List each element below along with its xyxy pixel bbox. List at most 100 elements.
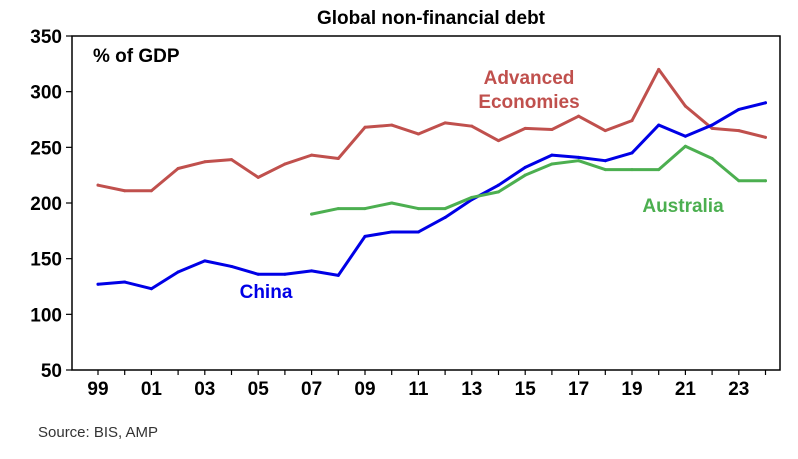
y-tick-label: 200 [30, 194, 62, 215]
data-point [764, 135, 767, 139]
data-point [336, 156, 340, 160]
plot-area [71, 35, 781, 371]
series-label: Economies [478, 92, 579, 113]
data-point [603, 129, 607, 133]
data-point [96, 282, 100, 286]
data-point [416, 207, 420, 211]
data-point [416, 230, 420, 234]
data-point [336, 207, 340, 211]
data-point [283, 162, 287, 166]
data-point [176, 270, 180, 274]
data-point [764, 101, 767, 105]
data-point [310, 153, 314, 157]
data-point [470, 195, 474, 199]
data-point [550, 153, 554, 157]
data-point [390, 123, 394, 127]
data-point [603, 159, 607, 163]
data-point [603, 168, 607, 172]
data-point [657, 123, 661, 127]
data-point [577, 159, 581, 163]
series-line-china [96, 101, 767, 291]
data-point [657, 168, 661, 172]
data-point [363, 207, 367, 211]
series-label: China [240, 282, 293, 303]
data-point [683, 144, 687, 148]
x-tick-label: 05 [248, 379, 270, 400]
x-tick-label: 23 [728, 379, 749, 400]
data-point [523, 126, 527, 130]
x-tick-label: 11 [408, 379, 429, 400]
data-point [523, 165, 527, 169]
x-tick-label: 03 [194, 379, 215, 400]
y-tick-label: 100 [30, 305, 62, 326]
data-point [737, 107, 741, 111]
data-point [710, 156, 714, 160]
x-tick-label: 01 [141, 379, 163, 400]
data-point [657, 67, 661, 71]
data-point [443, 207, 447, 211]
series-label: Advanced [484, 68, 575, 89]
x-tick-label: 09 [354, 379, 375, 400]
series-label: Australia [642, 196, 724, 217]
y-tick-label: 250 [30, 138, 62, 159]
series-labels: Advanced Economies China Australia [240, 68, 724, 303]
source-note: Source: BIS, AMP [38, 424, 159, 441]
x-tick-label: 19 [621, 379, 642, 400]
data-point [737, 129, 741, 133]
data-point [710, 123, 714, 127]
data-point [523, 173, 527, 177]
y-tick-label: 150 [30, 250, 62, 271]
x-ticks: 99 01 03 05 07 09 11 13 15 17 19 21 23 [87, 370, 767, 400]
data-point [443, 121, 447, 125]
x-tick-label: 21 [675, 379, 697, 400]
data-point [203, 259, 207, 263]
data-point [497, 183, 500, 187]
data-point [149, 189, 153, 193]
data-point [630, 119, 634, 123]
data-point [96, 183, 100, 187]
data-point [683, 104, 687, 108]
x-tick-label: 07 [301, 379, 322, 400]
y-tick-label: 300 [30, 83, 62, 104]
data-point [443, 215, 447, 219]
chart-title: Global non-financial debt [317, 8, 546, 29]
x-tick-label: 17 [568, 379, 589, 400]
data-point [363, 125, 367, 129]
data-point [710, 126, 714, 130]
data-point [577, 155, 581, 159]
data-point [203, 160, 207, 164]
series-line-australia [310, 144, 767, 216]
data-point [683, 134, 687, 138]
data-point [336, 273, 340, 277]
data-point [176, 166, 180, 170]
x-tick-label: 13 [461, 379, 482, 400]
series-line-advanced-economies [96, 67, 767, 193]
data-point [764, 179, 767, 183]
x-tick-label: 15 [515, 379, 537, 400]
data-point [497, 190, 500, 194]
data-point [363, 234, 367, 238]
data-point [390, 230, 394, 234]
y-ticks: 50 100 150 200 250 300 350 [30, 27, 72, 382]
data-point [123, 189, 127, 193]
data-point [630, 168, 634, 172]
data-point [123, 280, 127, 284]
data-point [283, 272, 287, 276]
data-point [390, 201, 394, 205]
series-lines [96, 67, 767, 291]
x-tick-label: 99 [87, 379, 108, 400]
data-point [256, 175, 260, 179]
y-axis-label: % of GDP [93, 46, 180, 67]
data-point [149, 287, 153, 291]
data-point [577, 114, 581, 118]
data-point [550, 128, 554, 132]
data-point [470, 124, 474, 128]
data-point [310, 212, 314, 216]
data-point [230, 264, 233, 268]
data-point [310, 269, 314, 273]
y-tick-label: 50 [41, 361, 62, 382]
data-point [230, 158, 233, 162]
data-point [737, 179, 741, 183]
